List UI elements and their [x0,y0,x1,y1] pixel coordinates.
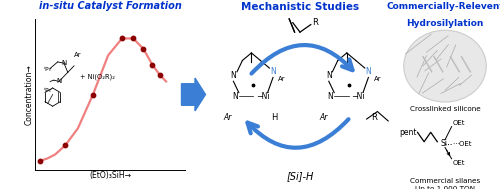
Text: OEt: OEt [452,120,465,126]
Text: [Si]-H: [Si]-H [286,171,314,181]
Text: Ar: Ar [278,76,286,82]
Point [36,160,44,163]
Point [148,63,156,66]
Text: N: N [366,67,372,76]
Text: OEt: OEt [452,160,465,166]
Text: H: H [272,113,278,122]
Text: ─Ni: ─Ni [257,92,270,101]
Text: $^i$Pr: $^i$Pr [42,65,52,74]
Text: Ar: Ar [224,113,232,122]
Text: Ar: Ar [74,52,82,58]
Point [156,74,164,77]
Text: Hydrosilylation: Hydrosilylation [406,19,484,28]
Point [130,37,138,40]
Text: N: N [62,60,66,66]
FancyArrow shape [182,78,206,111]
Text: Si: Si [440,139,448,148]
Text: pent: pent [399,128,416,137]
Point [89,93,97,96]
Text: ⋯OEt: ⋯OEt [452,141,472,147]
Text: Ar: Ar [319,113,328,122]
Text: Crosslinked silicone: Crosslinked silicone [410,106,480,112]
Text: Mechanistic Studies: Mechanistic Studies [241,2,359,12]
Text: $^i$Pr: $^i$Pr [42,86,52,95]
Point [62,144,70,147]
Text: R: R [371,113,376,122]
Text: N: N [326,71,332,80]
Y-axis label: Concentration→: Concentration→ [24,64,34,125]
Text: N: N [328,92,334,101]
Text: R: R [312,18,318,27]
Point [118,37,126,40]
Text: Commercially-Relevent: Commercially-Relevent [386,2,500,11]
Text: Commercial silanes
Up to 1,000 TON: Commercial silanes Up to 1,000 TON [410,178,480,189]
Text: Ar: Ar [374,76,381,82]
Point [140,47,147,50]
X-axis label: (EtO)₃SiH→: (EtO)₃SiH→ [89,171,131,180]
Text: ─Ni: ─Ni [352,92,365,101]
Text: N: N [230,71,236,80]
Text: N: N [56,78,62,84]
Text: N: N [232,92,238,101]
Text: in-situ: in-situ [0,188,1,189]
Text: N: N [270,67,276,76]
Text: + Ni(O₂R)₂: + Ni(O₂R)₂ [80,73,116,80]
Ellipse shape [404,30,486,102]
Text: in-situ Catalyst Formation: in-situ Catalyst Formation [38,1,182,11]
